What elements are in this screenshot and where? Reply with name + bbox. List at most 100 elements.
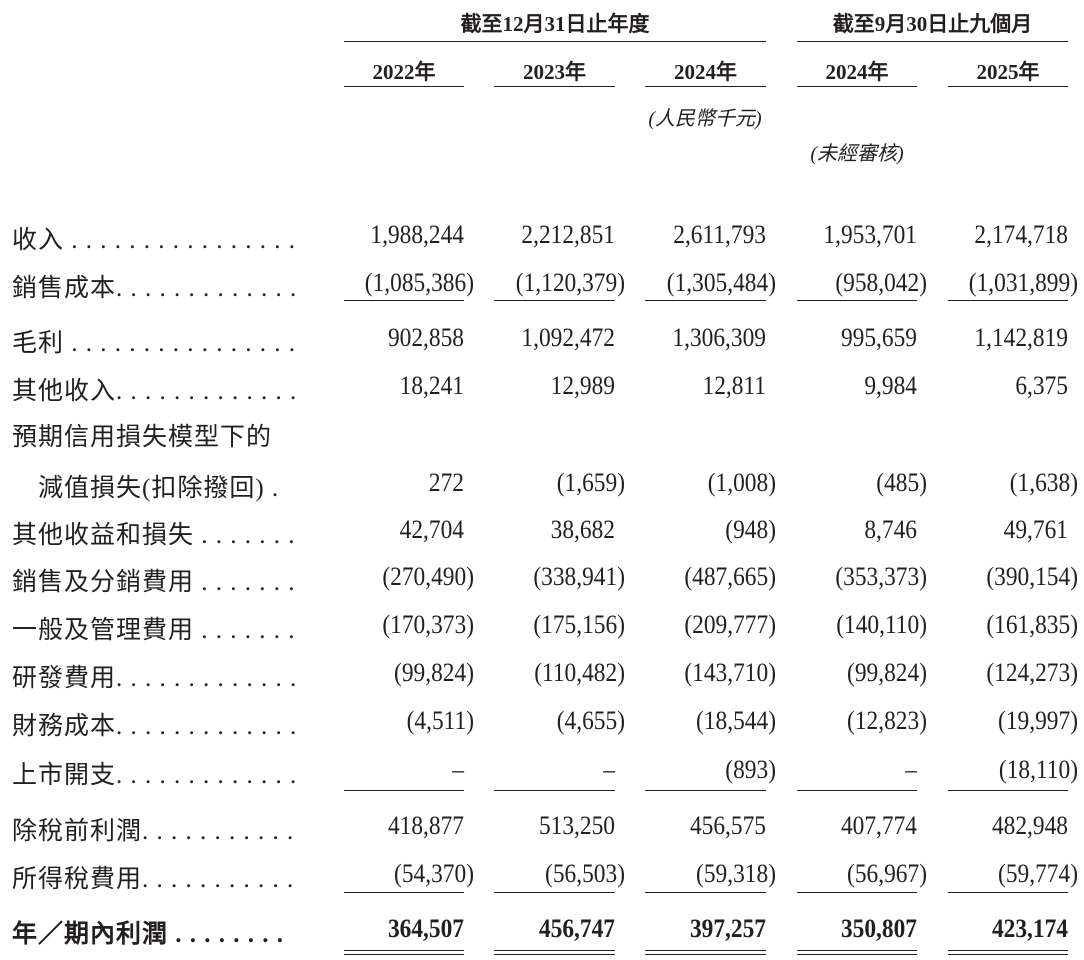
row-label: 所得稅費用. . . . . . . . . . . bbox=[12, 866, 295, 893]
cell-value: 456,575 bbox=[689, 811, 766, 840]
cell-value: (56,503) bbox=[545, 859, 625, 888]
row-label: 預期信用損失模型下的 bbox=[12, 424, 273, 451]
cell-value: 513,250 bbox=[538, 811, 615, 840]
row-label: 一般及管理費用 . . . . . . . bbox=[12, 617, 296, 644]
divider bbox=[645, 300, 766, 301]
divider bbox=[645, 950, 766, 951]
cell-value: (1,031,899) bbox=[968, 268, 1078, 297]
cell-value: 1,953,701 bbox=[823, 220, 917, 249]
cell-value: 2,174,718 bbox=[974, 220, 1068, 249]
cell-value: (4,511) bbox=[406, 706, 474, 735]
divider bbox=[344, 86, 464, 87]
cell-value: (948) bbox=[725, 515, 776, 544]
divider bbox=[797, 300, 917, 301]
divider bbox=[344, 41, 766, 42]
cell-value: 38,682 bbox=[550, 515, 615, 544]
cell-value: 1,988,244 bbox=[370, 220, 464, 249]
cell-value: (338,941) bbox=[533, 562, 625, 591]
cell-value: 423,174 bbox=[991, 914, 1068, 943]
unaudited-note: (未經審核) bbox=[810, 143, 904, 165]
divider bbox=[344, 950, 464, 951]
divider bbox=[344, 790, 464, 791]
cell-value: 482,948 bbox=[991, 811, 1068, 840]
divider bbox=[494, 892, 615, 893]
cell-value: 49,761 bbox=[1003, 515, 1068, 544]
cell-value: (124,273) bbox=[986, 658, 1078, 687]
divider bbox=[948, 892, 1068, 893]
year-header: 2022年 bbox=[372, 60, 436, 84]
cell-value: (487,665) bbox=[684, 562, 776, 591]
currency-note: (人民幣千元) bbox=[648, 108, 762, 130]
cell-value: (12,823) bbox=[847, 706, 927, 735]
row-label: 毛利 . . . . . . . . . . . . . . . . bbox=[12, 330, 297, 357]
divider bbox=[344, 300, 464, 301]
cell-value: (99,824) bbox=[394, 658, 474, 687]
cell-value: (140,110) bbox=[836, 610, 927, 639]
divider bbox=[797, 950, 917, 951]
divider bbox=[797, 790, 917, 791]
row-label: 其他收益和損失 . . . . . . . bbox=[12, 522, 296, 549]
cell-value: (170,373) bbox=[382, 610, 474, 639]
divider bbox=[948, 954, 1068, 955]
row-label: 銷售及分銷費用 . . . . . . . bbox=[12, 569, 296, 596]
row-label: 減值損失(扣除撥回) . bbox=[12, 475, 280, 502]
cell-value: (390,154) bbox=[986, 562, 1078, 591]
cell-value: 397,257 bbox=[689, 914, 766, 943]
row-label: 除稅前利潤. . . . . . . . . . . bbox=[12, 818, 295, 845]
year-header: 2025年 bbox=[976, 60, 1040, 84]
cell-value: 272 bbox=[428, 468, 464, 497]
cell-value: 9,984 bbox=[864, 371, 917, 400]
divider bbox=[344, 892, 464, 893]
cell-value: 42,704 bbox=[399, 515, 464, 544]
cell-value: 12,989 bbox=[550, 371, 615, 400]
cell-value: (19,997) bbox=[998, 706, 1078, 735]
cell-value: 350,807 bbox=[840, 914, 917, 943]
divider bbox=[645, 86, 766, 87]
cell-value: (175,156) bbox=[533, 610, 625, 639]
cell-value: 1,092,472 bbox=[521, 323, 615, 352]
cell-value: (1,085,386) bbox=[364, 268, 474, 297]
cell-value: (1,659) bbox=[556, 468, 625, 497]
cell-value: (1,008) bbox=[707, 468, 776, 497]
cell-value: 407,774 bbox=[840, 811, 917, 840]
row-label: 研發費用. . . . . . . . . . . . . bbox=[12, 665, 298, 692]
divider bbox=[645, 892, 766, 893]
year-header: 2023年 bbox=[523, 60, 586, 84]
cell-value: (161,835) bbox=[986, 610, 1078, 639]
divider bbox=[797, 41, 1068, 42]
cell-value: (209,777) bbox=[684, 610, 776, 639]
divider bbox=[797, 892, 917, 893]
cell-value: (110,482) bbox=[534, 658, 625, 687]
cell-value: 2,212,851 bbox=[521, 220, 615, 249]
cell-value: (56,967) bbox=[847, 859, 927, 888]
cell-value: (353,373) bbox=[835, 562, 927, 591]
divider bbox=[494, 86, 615, 87]
divider bbox=[797, 86, 917, 87]
cell-value: (4,655) bbox=[556, 706, 625, 735]
cell-value: – bbox=[905, 755, 917, 784]
cell-value: – bbox=[452, 755, 464, 784]
cell-value: (893) bbox=[725, 755, 776, 784]
cell-value: 902,858 bbox=[387, 323, 464, 352]
cell-value: 418,877 bbox=[387, 811, 464, 840]
cell-value: (1,638) bbox=[1009, 468, 1078, 497]
cell-value: (54,370) bbox=[394, 859, 474, 888]
divider bbox=[948, 790, 1068, 791]
row-label: 收入 . . . . . . . . . . . . . . . . bbox=[12, 227, 297, 254]
cell-value: 8,746 bbox=[864, 515, 917, 544]
cell-value: 364,507 bbox=[387, 914, 464, 943]
divider bbox=[494, 300, 615, 301]
cell-value: (1,305,484) bbox=[666, 268, 776, 297]
header-group-nine-months: 截至9月30日止九個月 bbox=[832, 12, 1033, 36]
cell-value: 18,241 bbox=[399, 371, 464, 400]
cell-value: – bbox=[603, 755, 615, 784]
cell-value: (485) bbox=[876, 468, 927, 497]
divider bbox=[948, 950, 1068, 951]
cell-value: 2,611,793 bbox=[673, 220, 766, 249]
cell-value: 6,375 bbox=[1015, 371, 1068, 400]
year-header: 2024年 bbox=[825, 60, 889, 84]
divider bbox=[494, 950, 615, 951]
cell-value: (1,120,379) bbox=[515, 268, 625, 297]
year-header: 2024年 bbox=[674, 60, 737, 84]
cell-value: (958,042) bbox=[835, 268, 927, 297]
